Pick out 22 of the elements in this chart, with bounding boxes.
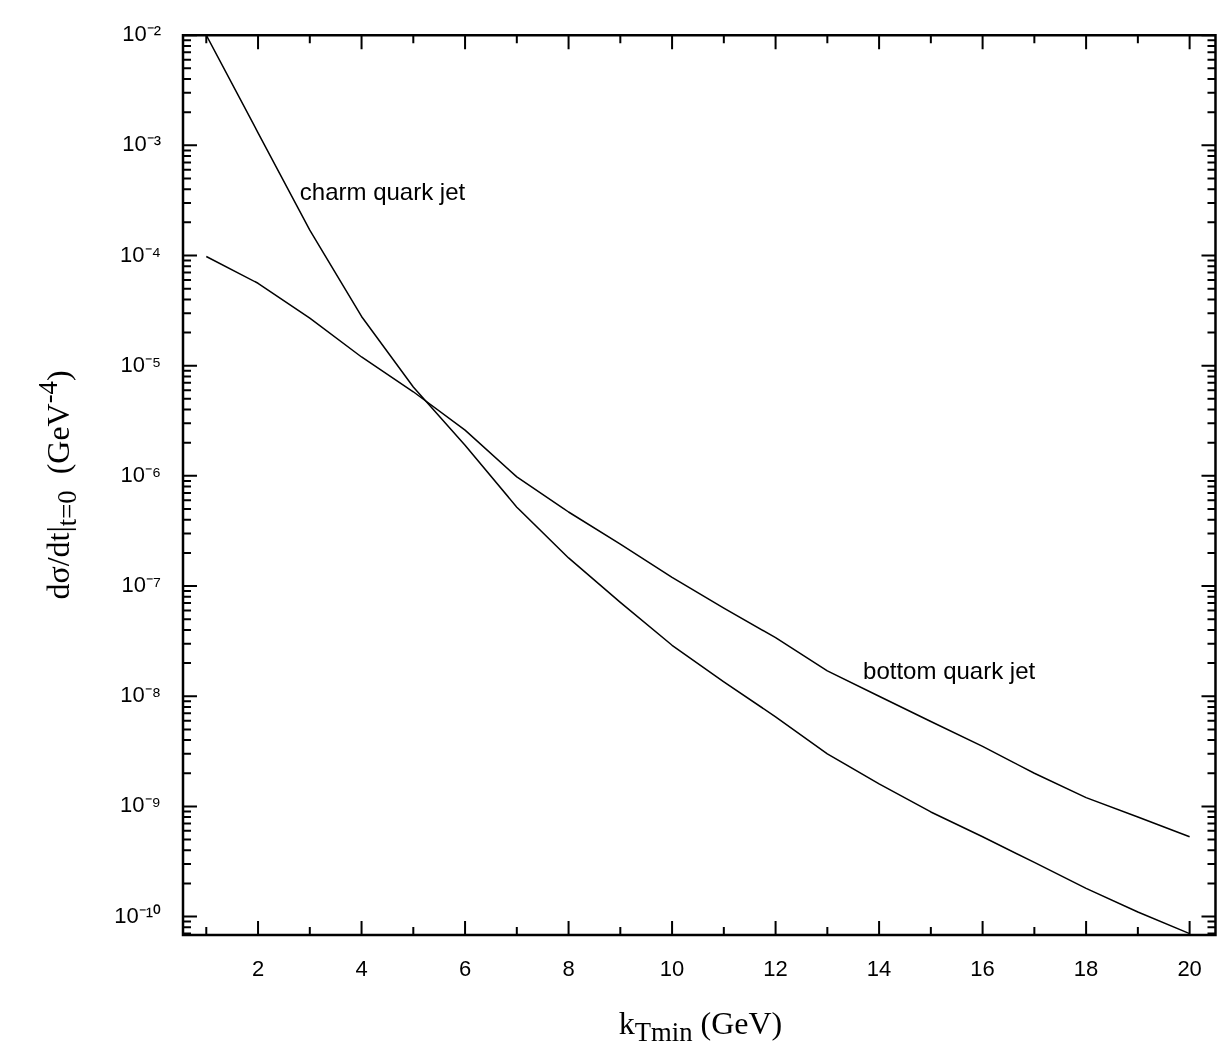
x-tick-label: 12 <box>763 956 788 982</box>
y-tick-label: 10⁻⁸ <box>120 682 161 708</box>
series-label: bottom quark jet <box>863 657 1036 685</box>
x-axis-title: k$_{Tmin}$ (GeV) <box>617 1005 784 1049</box>
y-tick-label: 10⁻⁴ <box>120 241 161 267</box>
y-tick-label: 10⁻² <box>122 21 161 47</box>
x-tick-label: 2 <box>251 956 265 982</box>
x-tick-label: 16 <box>970 956 995 982</box>
y-tick-label: 10⁻¹⁰ <box>114 902 161 928</box>
series-label: charm quark jet <box>299 178 466 206</box>
y-tick-label: 10⁻³ <box>122 131 161 157</box>
y-tick-label: 10⁻⁵ <box>120 351 161 377</box>
x-tick-label: 20 <box>1177 956 1202 982</box>
y-tick-label: 10⁻⁹ <box>120 792 161 818</box>
x-tick-label: 18 <box>1073 956 1099 982</box>
x-tick-label: 4 <box>355 956 368 982</box>
x-tick-label: 8 <box>562 956 575 982</box>
y-tick-label: 10⁻⁷ <box>121 572 162 598</box>
x-tick-label: 10 <box>659 956 685 982</box>
y-tick-label: 10⁻⁶ <box>120 461 161 487</box>
x-tick-label: 6 <box>458 956 472 982</box>
x-tick-label: 14 <box>866 956 892 982</box>
